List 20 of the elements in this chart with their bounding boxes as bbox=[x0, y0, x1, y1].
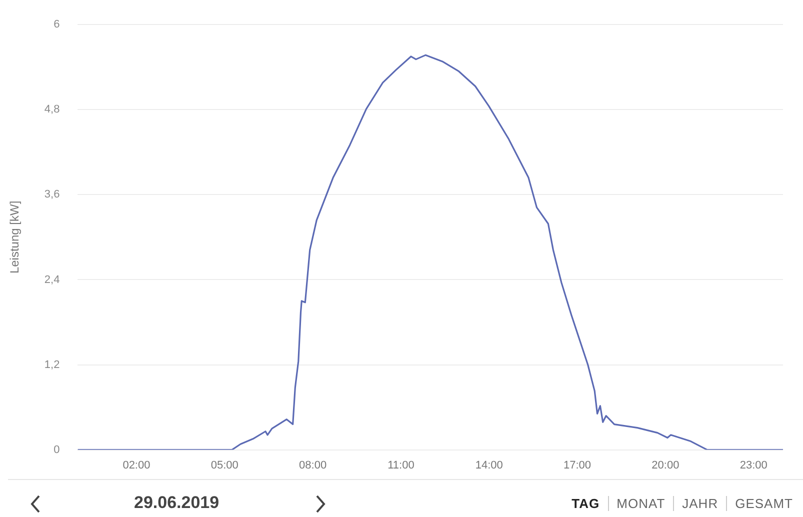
text: JAHR bbox=[673, 496, 726, 511]
y-tick-label: 2,4 bbox=[44, 274, 60, 286]
text: GESAMT bbox=[726, 496, 801, 511]
x-tick-label: 05:00 bbox=[210, 459, 238, 472]
x-tick-label: 17:00 bbox=[564, 459, 592, 472]
x-tick-label: 14:00 bbox=[475, 459, 503, 472]
x-tick-label: 23:00 bbox=[740, 459, 768, 472]
x-tick-label: 20:00 bbox=[652, 459, 680, 472]
y-tick-label: 4,8 bbox=[44, 104, 60, 116]
x-tick-label: 08:00 bbox=[299, 459, 327, 472]
y-axis-title: Leistung [kW] bbox=[8, 200, 22, 274]
text: TAG bbox=[570, 496, 601, 511]
text: MONAT bbox=[608, 496, 674, 511]
y-tick-label: 0 bbox=[54, 444, 60, 456]
x-tick-label: 02:00 bbox=[122, 459, 150, 472]
y-tick-label: 6 bbox=[54, 18, 60, 31]
text: 29.06.2019 bbox=[134, 493, 220, 513]
y-tick-label: 1,2 bbox=[44, 358, 60, 371]
x-tick-label: 11:00 bbox=[388, 459, 414, 472]
y-tick-label: 3,6 bbox=[44, 188, 60, 201]
